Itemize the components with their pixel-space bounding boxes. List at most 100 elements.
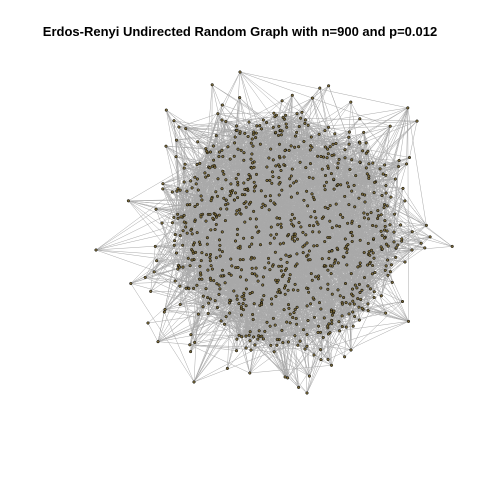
graph-node: [389, 263, 394, 267]
graph-node: [349, 272, 353, 276]
graph-node: [248, 339, 252, 343]
graph-node: [305, 344, 309, 348]
graph-node: [329, 363, 334, 367]
graph-node: [380, 247, 384, 251]
graph-node: [260, 303, 264, 307]
graph-node: [185, 189, 189, 193]
graph-node: [213, 165, 217, 169]
graph-node: [303, 243, 307, 247]
graph-node: [423, 246, 427, 250]
graph-node: [213, 227, 217, 232]
graph-node: [331, 142, 335, 146]
graph-node: [318, 86, 322, 90]
graph-node: [303, 347, 307, 351]
graph-node: [155, 259, 159, 263]
graph-node: [210, 196, 214, 201]
graph-node: [178, 188, 182, 192]
graph-node: [289, 218, 293, 222]
graph-node: [353, 314, 357, 319]
graph-node: [386, 273, 390, 277]
graph-node: [190, 232, 194, 236]
graph-node: [320, 216, 324, 220]
graph-node: [345, 181, 349, 185]
graph-node: [275, 280, 279, 284]
graph-node: [224, 198, 228, 202]
graph-node: [238, 211, 242, 215]
graph-node: [310, 145, 314, 149]
graph-node: [312, 244, 316, 248]
graph-node: [220, 118, 224, 122]
graph-node: [326, 125, 331, 129]
graph-node: [347, 142, 351, 146]
graph-node: [267, 261, 271, 265]
graph-node: [235, 297, 239, 301]
graph-node: [263, 329, 267, 333]
graph-node: [280, 328, 284, 332]
graph-node: [358, 290, 362, 295]
graph-node: [295, 305, 299, 309]
graph-node: [300, 110, 304, 114]
graph-node: [316, 324, 321, 328]
graph-node: [316, 154, 320, 158]
graph-node: [156, 340, 160, 344]
graph-node: [326, 357, 330, 362]
graph-node: [327, 256, 331, 260]
graph-node: [254, 131, 258, 135]
graph-node: [247, 202, 251, 206]
graph-node: [306, 123, 310, 127]
graph-node: [339, 183, 343, 187]
graph-node: [269, 297, 274, 301]
graph-node: [235, 124, 239, 128]
graph-node: [343, 156, 347, 160]
graph-node: [277, 142, 282, 146]
graph-node: [251, 312, 255, 317]
graph-node: [288, 312, 292, 316]
graph-node: [208, 255, 212, 260]
graph-node: [303, 121, 307, 125]
graph-node: [221, 274, 225, 278]
graph-node: [276, 223, 280, 227]
graph-node: [271, 316, 275, 320]
graph-node: [319, 348, 323, 352]
graph-node: [288, 321, 292, 325]
graph-node: [349, 348, 353, 352]
graph-node: [332, 309, 336, 313]
graph-node: [259, 189, 263, 193]
graph-node: [280, 274, 284, 279]
graph-node: [424, 223, 428, 227]
graph-node: [372, 290, 376, 294]
graph-node: [217, 150, 221, 154]
graph-node: [351, 324, 355, 328]
graph-node: [341, 255, 345, 259]
graph-node: [330, 313, 334, 317]
graph-node: [209, 264, 213, 268]
graph-node: [190, 258, 194, 262]
graph-node: [236, 180, 240, 184]
graph-node: [350, 158, 354, 162]
graph-node: [174, 251, 179, 255]
graph-node: [286, 303, 291, 307]
graph-node: [372, 295, 376, 300]
graph-node: [344, 325, 348, 329]
graph-node: [208, 297, 212, 301]
graph-node: [334, 202, 338, 206]
graph-node: [319, 307, 323, 311]
graph-node: [244, 205, 248, 209]
graph-node: [347, 130, 351, 134]
graph-node: [276, 133, 281, 137]
graph-node: [173, 279, 177, 283]
graph-node: [364, 166, 368, 170]
graph-node: [251, 317, 255, 322]
graph-node: [273, 323, 277, 327]
graph-node: [343, 281, 348, 286]
graph-node: [326, 152, 330, 156]
graph-node: [225, 366, 229, 370]
graph-node: [272, 236, 276, 240]
graph-node: [326, 206, 330, 210]
graph-node: [188, 203, 192, 207]
graph-node: [293, 282, 297, 286]
graph-node: [236, 183, 240, 187]
graph-node: [161, 187, 165, 191]
graph-node: [189, 179, 193, 183]
graph-node: [196, 188, 200, 192]
